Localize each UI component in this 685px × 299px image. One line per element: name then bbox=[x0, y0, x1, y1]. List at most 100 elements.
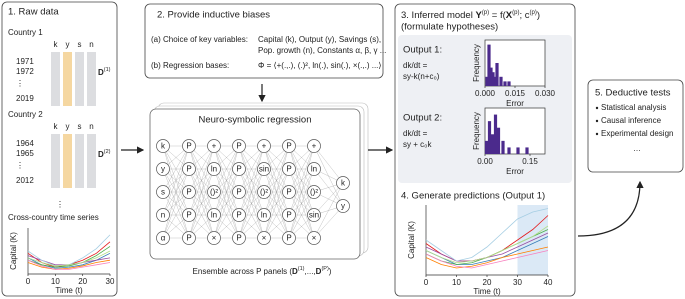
arrow bbox=[577, 180, 644, 237]
node-label: ln bbox=[211, 211, 217, 220]
node bbox=[156, 162, 170, 176]
text: Pop. growth (n), Constants α, β, γ ... bbox=[258, 46, 386, 55]
data-column bbox=[51, 52, 60, 106]
m: (2) bbox=[104, 149, 111, 155]
equation: sy-k(n+c₀) bbox=[403, 72, 440, 81]
x-tick-label: 0.030 bbox=[535, 89, 556, 98]
year: 2019 bbox=[16, 94, 34, 103]
node bbox=[182, 139, 196, 153]
node bbox=[336, 199, 350, 213]
data-column bbox=[63, 134, 72, 188]
node-label: P bbox=[236, 142, 241, 151]
panel-title: 1. Raw data bbox=[8, 7, 59, 18]
year: ⋮ bbox=[16, 161, 24, 170]
equation: dk/dt = bbox=[403, 129, 428, 138]
edge bbox=[263, 191, 290, 239]
year: 2012 bbox=[16, 176, 34, 185]
node bbox=[182, 162, 196, 176]
year: 1971 bbox=[16, 57, 34, 66]
node-label: sin bbox=[259, 165, 269, 174]
x-axis-label: Error bbox=[506, 167, 524, 176]
node bbox=[282, 139, 296, 153]
bullet bbox=[595, 119, 599, 123]
node bbox=[282, 185, 296, 199]
node-label: P bbox=[186, 142, 191, 151]
bullet bbox=[595, 132, 599, 136]
node bbox=[182, 208, 196, 222]
y-axis-label: Capital (K) bbox=[407, 221, 416, 259]
equation: sy + c₀k bbox=[403, 140, 432, 149]
node bbox=[336, 176, 350, 190]
series-line bbox=[425, 246, 549, 269]
bar bbox=[487, 121, 492, 154]
data-column bbox=[75, 52, 84, 106]
edge bbox=[162, 145, 190, 193]
output-label: Output 2: bbox=[403, 113, 442, 124]
node bbox=[307, 185, 321, 199]
country-name: Country 1 bbox=[8, 28, 43, 37]
matrix-label: D(2) bbox=[98, 149, 111, 159]
node-label: P bbox=[286, 142, 291, 151]
edge bbox=[288, 191, 315, 239]
y-axis-label: Frequency bbox=[472, 44, 481, 82]
bar bbox=[484, 140, 489, 154]
panel-5-box bbox=[587, 79, 684, 173]
more-tests: … bbox=[633, 144, 641, 153]
t: (P) bbox=[321, 266, 329, 272]
x-tick-label: 20 bbox=[78, 277, 87, 286]
t: 3. Inferred model bbox=[401, 10, 475, 21]
node-label: + bbox=[312, 142, 317, 151]
panel-title: 3. Inferred model Y(p) = f(X(p); c(p)) bbox=[401, 10, 540, 21]
edge bbox=[263, 168, 290, 239]
edge bbox=[263, 145, 290, 239]
x-tick-label: 20 bbox=[483, 278, 492, 287]
node-label: P bbox=[186, 188, 191, 197]
t: (1) bbox=[298, 266, 305, 272]
node-label: + bbox=[212, 142, 217, 151]
edge bbox=[263, 145, 290, 216]
edge bbox=[238, 145, 265, 216]
node bbox=[232, 185, 246, 199]
variable: s bbox=[78, 122, 82, 131]
node-label: y bbox=[341, 202, 345, 211]
t: X bbox=[506, 10, 513, 21]
variable: s bbox=[78, 40, 82, 49]
network-title: Neuro-symbolic regression bbox=[199, 115, 312, 126]
node-label: × bbox=[212, 234, 217, 243]
node bbox=[156, 139, 170, 153]
x-tick-label: 0.15 bbox=[522, 157, 538, 166]
edge bbox=[263, 145, 290, 193]
panel-2-box bbox=[144, 3, 384, 79]
x-tick-label: 0.015 bbox=[505, 89, 526, 98]
panel-title: 4. Generate predictions (Output 1) bbox=[401, 191, 545, 202]
series-line bbox=[27, 250, 111, 267]
node bbox=[282, 231, 296, 245]
node-label: P bbox=[236, 165, 241, 174]
edge bbox=[213, 168, 240, 239]
series-line bbox=[425, 208, 549, 262]
node-label: × bbox=[262, 234, 267, 243]
panel-subtitle: (formulate hypotheses) bbox=[401, 22, 498, 33]
series-line bbox=[27, 246, 111, 268]
bar bbox=[501, 140, 505, 154]
node bbox=[282, 162, 296, 176]
node-label: P bbox=[186, 211, 191, 220]
node-label: s bbox=[161, 188, 165, 197]
x-tick-label: 40 bbox=[544, 278, 553, 287]
data-column bbox=[87, 134, 96, 188]
t: Ensemble across P panels ( bbox=[193, 267, 293, 276]
node bbox=[257, 208, 271, 222]
panel-title: 2. Provide inductive biases bbox=[157, 10, 270, 21]
variable: n bbox=[89, 122, 93, 131]
edge bbox=[162, 145, 190, 239]
t: D bbox=[292, 267, 298, 276]
edge bbox=[162, 168, 190, 239]
x-axis-label: Time (t) bbox=[473, 287, 501, 296]
x-axis-label: Error bbox=[506, 99, 524, 108]
edge bbox=[238, 145, 265, 193]
edge bbox=[213, 145, 240, 216]
data-column bbox=[87, 52, 96, 106]
node bbox=[232, 139, 246, 153]
edge bbox=[288, 145, 315, 193]
